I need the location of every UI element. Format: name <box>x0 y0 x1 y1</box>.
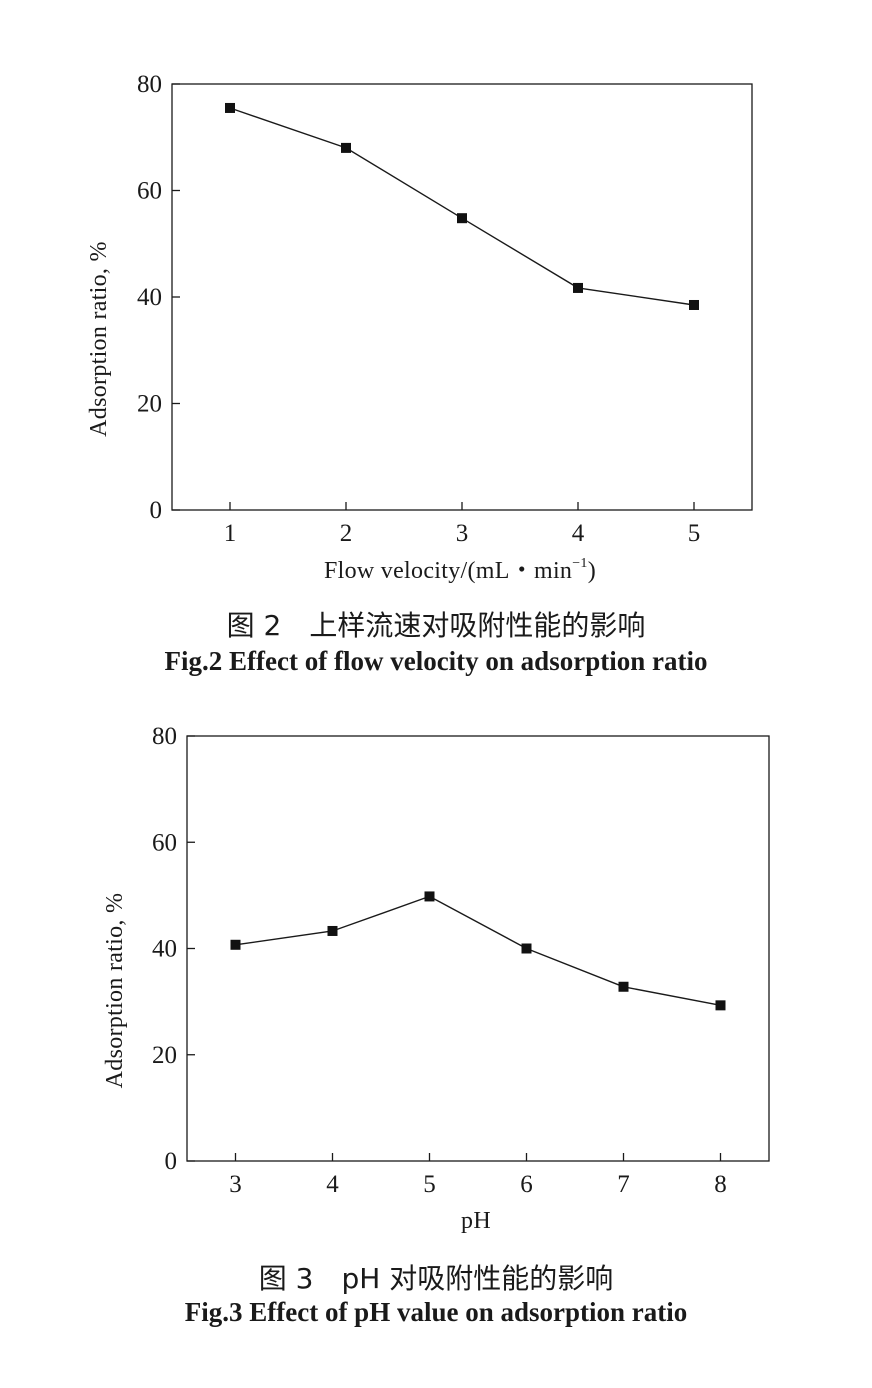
data-point-marker <box>341 142 351 153</box>
x-tick-label: 2 <box>340 520 353 547</box>
y-tick-label: 0 <box>150 497 163 524</box>
data-point-marker <box>618 981 629 992</box>
data-points <box>230 891 726 1011</box>
series-line <box>229 107 695 306</box>
data-point-marker <box>715 1000 726 1011</box>
data-point-marker <box>327 925 338 936</box>
data-point-marker <box>225 102 235 113</box>
data-point-marker <box>689 299 699 310</box>
x-tick-label: 3 <box>456 520 469 547</box>
x-tick-label: 7 <box>617 1171 630 1198</box>
y-tick-label: 0 <box>165 1148 178 1175</box>
x-axis: 3 4 5 6 7 8 <box>229 1153 727 1198</box>
x-tick-label: 6 <box>520 1171 533 1198</box>
x-axis-title-superscript: −1 <box>572 556 588 571</box>
figure-2-caption-cn: 图 2 上样流速对吸附性能的影响 <box>226 609 646 642</box>
x-axis-title-main: Flow velocity/(mL・min <box>324 558 572 584</box>
y-axis-title: Adsorption ratio, % <box>86 241 112 437</box>
x-tick-label: 8 <box>714 1171 727 1198</box>
plot-frame <box>171 83 753 511</box>
data-point-marker <box>573 282 583 293</box>
flow-velocity-chart: 0 20 40 60 80 1 2 3 4 5 Adsorption ratio, % Flow… <box>86 71 753 584</box>
figure-3-caption-en: Fig.3 Effect of pH value on adsorption r… <box>184 1297 688 1327</box>
x-axis: 1 2 3 4 5 <box>224 502 701 547</box>
y-axis-title: Adsorption ratio, % <box>102 893 128 1089</box>
x-tick-label: 3 <box>229 1171 242 1198</box>
y-axis: 0 20 40 60 80 <box>152 723 195 1175</box>
x-tick-label: 5 <box>688 520 701 547</box>
ph-chart: 0 20 40 60 80 3 4 5 6 7 8 Adsorption ratio, % pH <box>102 723 770 1234</box>
x-axis-title-close: ) <box>588 558 596 584</box>
x-tick-label: 1 <box>224 520 237 547</box>
plot-frame <box>186 735 770 1162</box>
x-axis-title: Flow velocity/(mL・min−1) <box>324 556 596 584</box>
y-tick-label: 80 <box>152 723 177 750</box>
data-point-marker <box>424 891 435 902</box>
figure-3-caption-cn: 图 3 pH 对吸附性能的影响 <box>258 1262 614 1295</box>
x-tick-label: 5 <box>423 1171 436 1198</box>
data-point-marker <box>230 939 241 950</box>
y-tick-label: 40 <box>137 284 162 311</box>
y-tick-label: 40 <box>152 936 177 963</box>
figure-2-caption-en: Fig.2 Effect of flow velocity on adsorpt… <box>164 646 708 676</box>
y-tick-label: 60 <box>137 178 162 205</box>
y-tick-label: 20 <box>137 391 162 418</box>
data-point-marker <box>457 213 467 224</box>
data-point-marker <box>521 943 532 954</box>
y-axis: 0 20 40 60 80 <box>137 71 180 524</box>
series-line <box>235 895 721 1006</box>
data-points <box>225 102 699 310</box>
x-tick-label: 4 <box>326 1171 339 1198</box>
y-tick-label: 20 <box>152 1042 177 1069</box>
y-tick-label: 80 <box>137 71 162 98</box>
x-axis-title: pH <box>461 1208 491 1234</box>
x-tick-label: 4 <box>572 520 585 547</box>
y-tick-label: 60 <box>152 829 177 856</box>
